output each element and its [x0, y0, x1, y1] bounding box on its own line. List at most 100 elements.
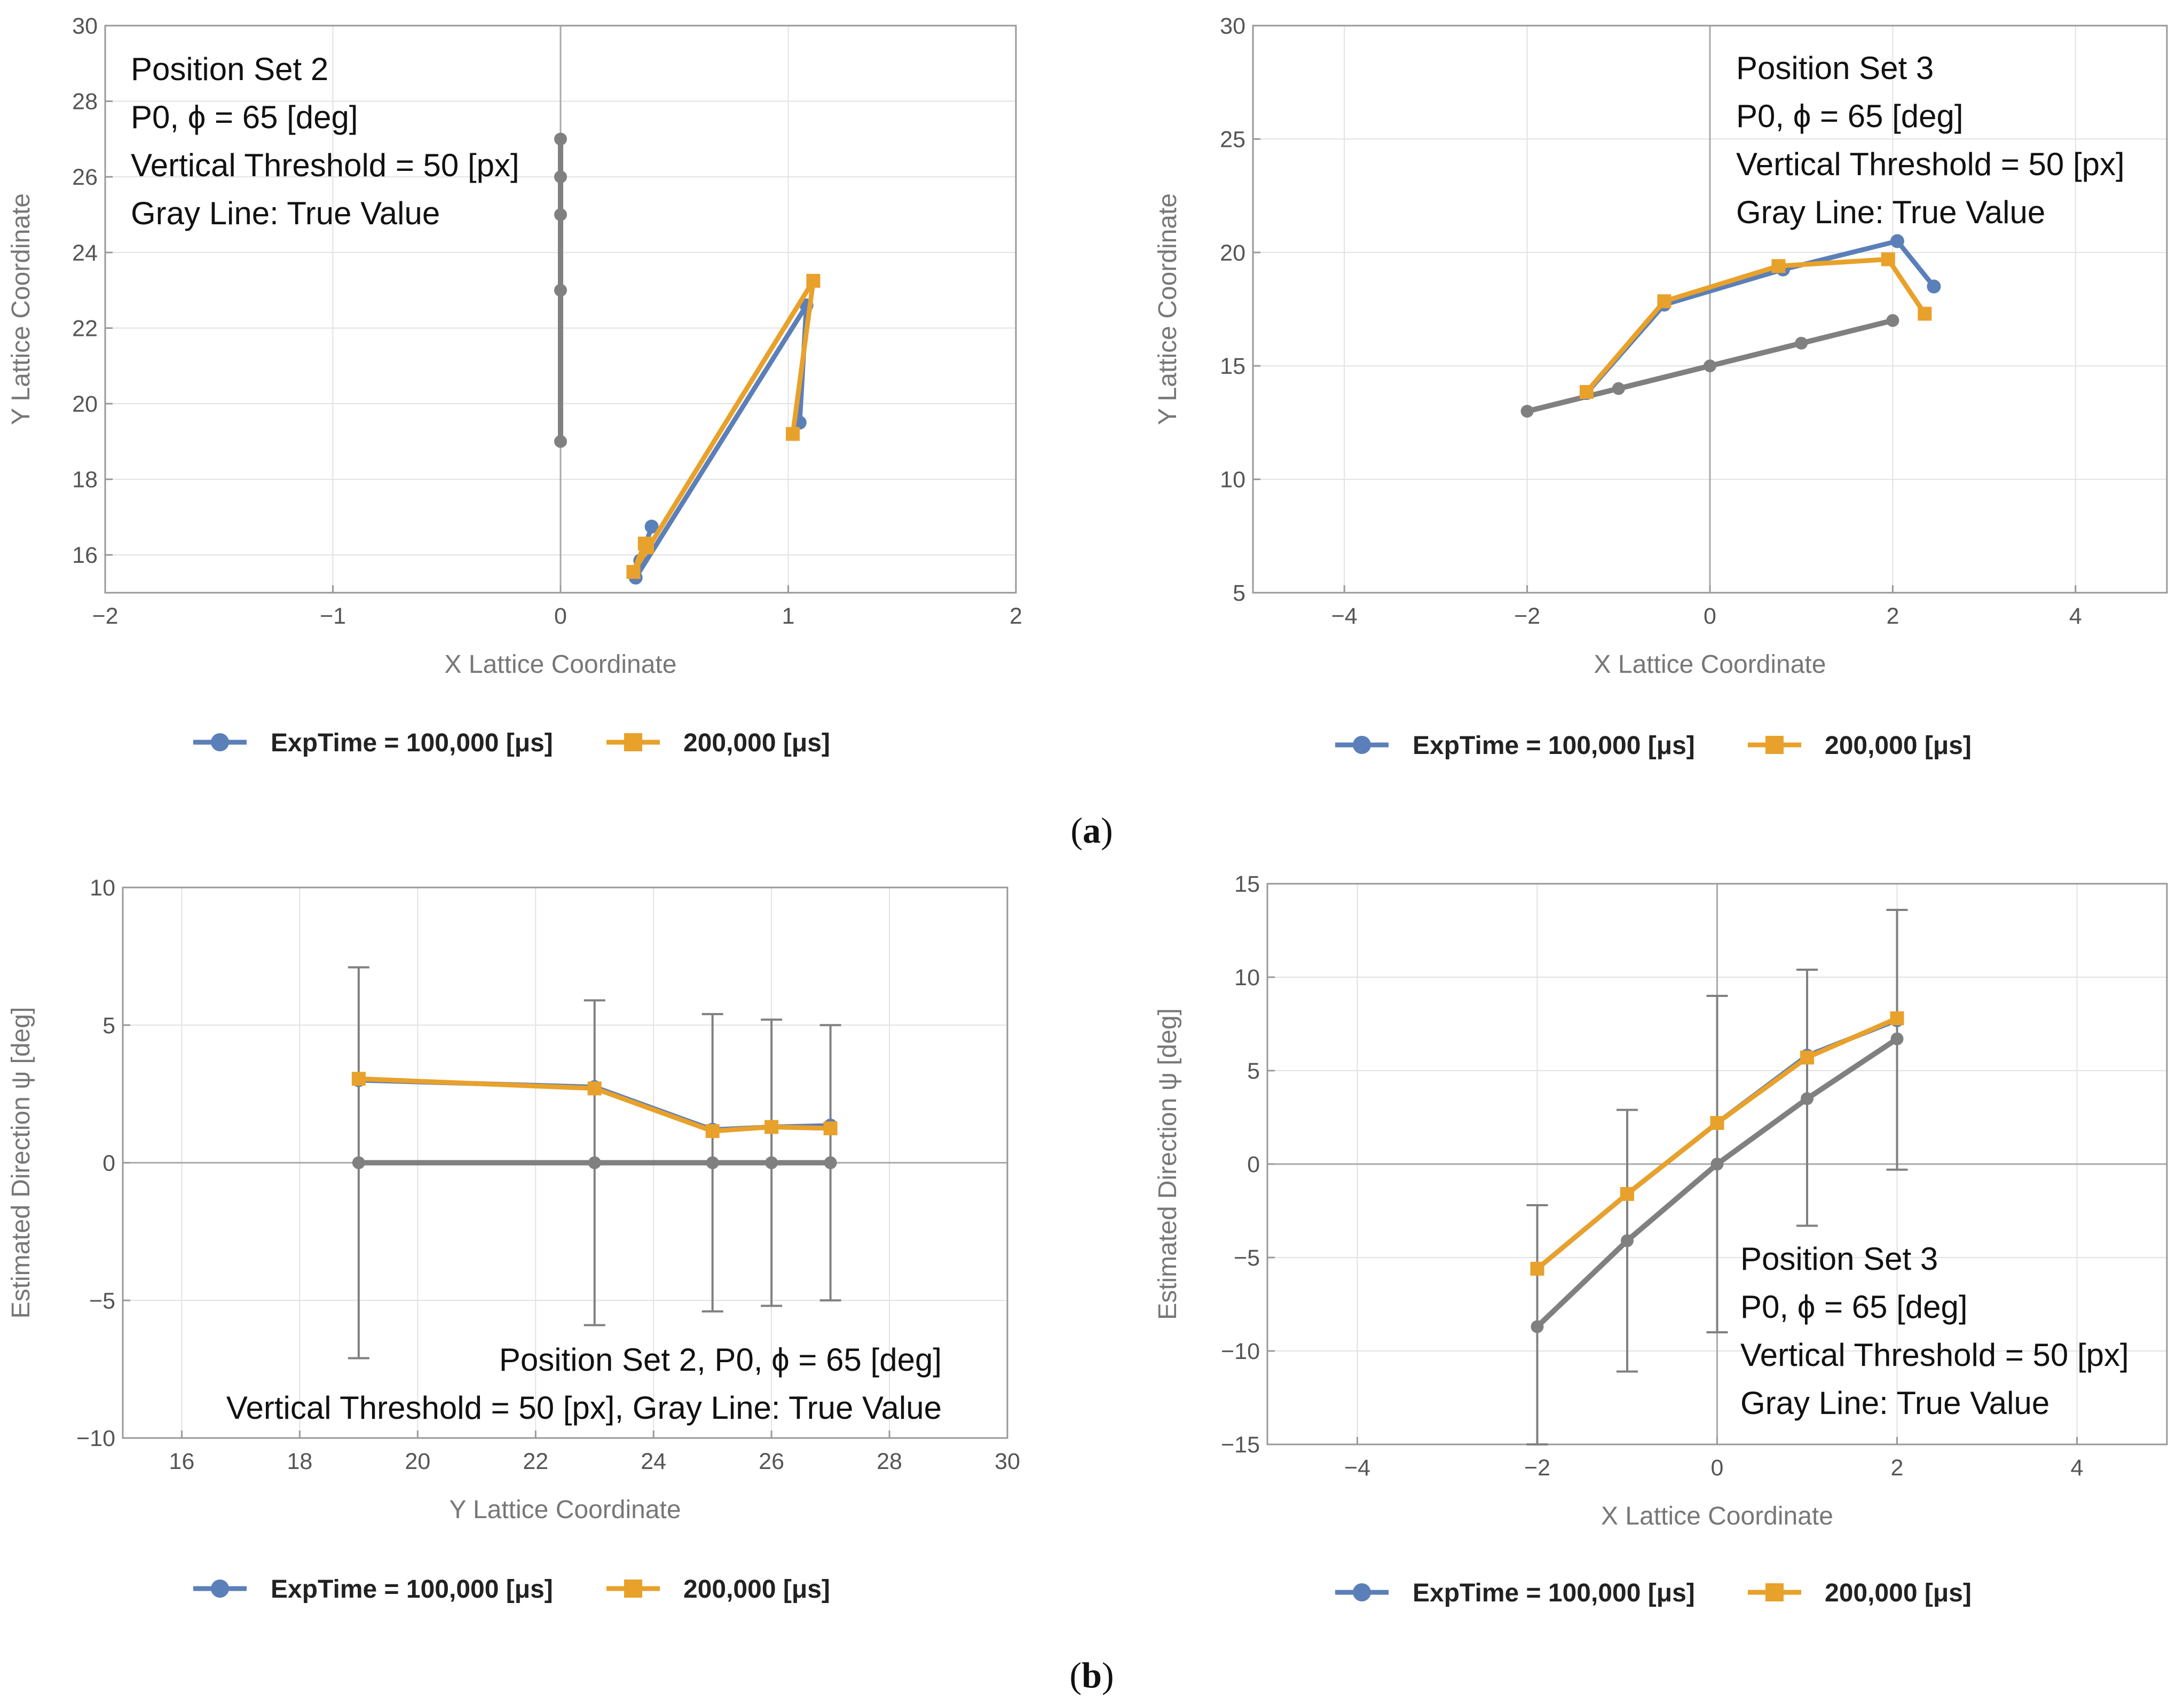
data-point-exp200k — [1620, 1187, 1634, 1201]
legend-marker-exp200k — [624, 1580, 642, 1598]
y-tick-label: −5 — [1234, 1245, 1260, 1271]
x-tick-label: 28 — [877, 1449, 902, 1474]
x-tick-label: 20 — [405, 1449, 430, 1474]
y-axis-title: Y Lattice Coordinate — [1154, 193, 1182, 425]
series-exp100k — [628, 298, 814, 585]
data-point-exp100k — [1890, 234, 1904, 248]
legend-marker-exp200k — [1765, 736, 1784, 754]
y-tick-label: 5 — [103, 1013, 115, 1039]
x-tick-label: −4 — [1331, 603, 1358, 629]
y-tick-label: 10 — [90, 875, 115, 901]
legend-a1: ExpTime = 100,000 [μs] 200,000 [μs] — [193, 729, 830, 757]
x-tick-label: 26 — [759, 1449, 784, 1474]
series-truth — [1531, 1032, 1904, 1333]
y-tick-label: 20 — [72, 391, 98, 417]
caption-b: (b) — [1069, 1655, 1114, 1695]
annotation-line: Position Set 2 — [131, 51, 328, 87]
y-tick-label: 22 — [72, 316, 98, 341]
data-point-truth — [554, 132, 567, 146]
y-tick-label: 10 — [1220, 467, 1245, 493]
legend-marker-exp100k — [1353, 736, 1371, 754]
annotation-line: Vertical Threshold = 50 [px] — [131, 147, 519, 183]
annotation-line: Vertical Threshold = 50 [px] — [1736, 146, 2125, 182]
annotation-line: Position Set 2, P0, ϕ = 65 [deg] — [499, 1342, 942, 1378]
chart-b2: −4 −2 0 2 4 −15 −10 −5 0 5 10 15 X Lattice Coordinat… — [1154, 871, 2168, 1530]
data-point-truth — [1520, 405, 1534, 418]
annotation: Position Set 3 P0, ϕ = 65 [deg] Vertical T… — [1736, 50, 2125, 230]
x-axis-title: Y Lattice Coordinate — [449, 1496, 681, 1524]
x-tick-label: 0 — [1704, 603, 1716, 629]
caption-a: (a) — [1070, 810, 1113, 851]
x-tick-label: 2 — [1891, 1455, 1904, 1481]
y-tick-label: 10 — [1234, 965, 1260, 991]
legend-label-exp100k: ExpTime = 100,000 [μs] — [271, 1575, 553, 1604]
x-tick-label: 0 — [554, 603, 567, 629]
data-point-exp200k — [1890, 1011, 1904, 1025]
annotation-line: Gray Line: True Value — [1740, 1385, 2049, 1421]
y-tick-label: 18 — [72, 467, 98, 493]
y-tick-label: 15 — [1220, 353, 1245, 379]
y-tick-label: 30 — [72, 13, 98, 39]
chart-a2: −4 −2 0 2 4 5 10 15 20 25 30 X Lattice Coordinate Y … — [1154, 13, 2168, 679]
x-tick-label: 18 — [287, 1449, 312, 1474]
legend-label-exp200k: 200,000 [μs] — [683, 1575, 830, 1604]
data-point-exp200k — [786, 427, 800, 441]
data-point-exp100k — [644, 520, 659, 534]
annotation: Position Set 3 P0, ϕ = 65 [deg] Vertical T… — [1740, 1241, 2129, 1421]
y-tick-label: 5 — [1233, 580, 1245, 606]
data-point-truth — [554, 170, 567, 184]
data-point-exp200k — [764, 1120, 779, 1134]
y-tick-label: 26 — [72, 164, 98, 190]
legend-b1: ExpTime = 100,000 [μs] 200,000 [μs] — [193, 1575, 830, 1604]
annotation-line: Position Set 3 — [1740, 1241, 1938, 1277]
data-point-truth — [554, 435, 567, 448]
legend-marker-exp200k — [624, 733, 642, 751]
series-exp200k — [351, 1072, 838, 1138]
data-point-exp200k — [823, 1121, 838, 1136]
data-point-truth — [824, 1156, 837, 1169]
x-tick-label: −4 — [1344, 1455, 1370, 1481]
x-tick-label: 0 — [1711, 1455, 1724, 1481]
data-point-exp200k — [1800, 1050, 1814, 1065]
data-point-truth — [706, 1156, 719, 1169]
x-tick-label: 4 — [2071, 1455, 2084, 1481]
data-point-exp200k — [587, 1081, 602, 1096]
y-tick-label: −10 — [1221, 1339, 1260, 1364]
x-tick-label: −2 — [92, 603, 118, 629]
data-point-exp200k — [640, 540, 655, 555]
y-tick-label: 20 — [1220, 240, 1245, 266]
annotation: Position Set 2 P0, ϕ = 65 [deg] Vertical T… — [131, 51, 519, 231]
y-tick-label: −5 — [89, 1288, 115, 1314]
y-axis-title: Y Lattice Coordinate — [7, 193, 35, 425]
series-truth — [352, 1156, 837, 1169]
legend-b2: ExpTime = 100,000 [μs] 200,000 [μs] — [1335, 1579, 1972, 1607]
data-point-truth — [588, 1156, 601, 1169]
data-point-truth — [1801, 1092, 1814, 1105]
data-point-exp200k — [1710, 1116, 1724, 1130]
legend-marker-exp100k — [211, 733, 229, 751]
data-point-truth — [1795, 336, 1808, 350]
x-tick-label: 24 — [641, 1449, 666, 1474]
caption-a-letter: a — [1083, 810, 1101, 851]
annotation-line: Vertical Threshold = 50 [px] — [1740, 1337, 2129, 1373]
y-tick-label: 16 — [72, 543, 98, 568]
data-point-truth — [1886, 314, 1899, 327]
chart-b1: 16 18 20 22 24 26 28 30 −10 −5 0 5 10 Y Lattice Coord… — [7, 875, 1020, 1524]
x-tick-label: 1 — [782, 603, 795, 629]
y-tick-label: −10 — [76, 1426, 115, 1451]
data-point-truth — [1612, 382, 1625, 395]
legend-marker-exp200k — [1765, 1583, 1784, 1601]
legend-label-exp200k: 200,000 [μs] — [683, 729, 830, 757]
y-tick-label: 25 — [1220, 127, 1245, 152]
data-point-exp200k — [626, 565, 641, 579]
annotation-line: Position Set 3 — [1736, 50, 1934, 86]
legend-label-exp100k: ExpTime = 100,000 [μs] — [271, 729, 553, 757]
y-tick-label: 24 — [72, 240, 98, 266]
legend-label-exp100k: ExpTime = 100,000 [μs] — [1413, 1579, 1695, 1607]
annotation-line: P0, ϕ = 65 [deg] — [131, 99, 358, 135]
series-exp200k — [1530, 1011, 1904, 1276]
data-point-exp200k — [1881, 252, 1895, 266]
data-point-exp100k — [1927, 279, 1941, 294]
x-tick-label: −1 — [320, 603, 346, 629]
data-point-truth — [1531, 1320, 1544, 1333]
